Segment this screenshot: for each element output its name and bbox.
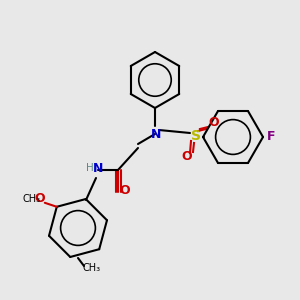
Text: S: S [191, 129, 201, 143]
Text: O: O [182, 151, 192, 164]
Text: O: O [120, 184, 130, 196]
Text: O: O [34, 192, 45, 205]
Text: N: N [151, 128, 161, 141]
Text: CH₃: CH₃ [23, 194, 41, 204]
Text: O: O [209, 116, 219, 128]
Text: N: N [93, 161, 103, 175]
Text: CH₃: CH₃ [83, 263, 101, 273]
Text: H: H [86, 163, 94, 173]
Text: F: F [267, 130, 275, 143]
